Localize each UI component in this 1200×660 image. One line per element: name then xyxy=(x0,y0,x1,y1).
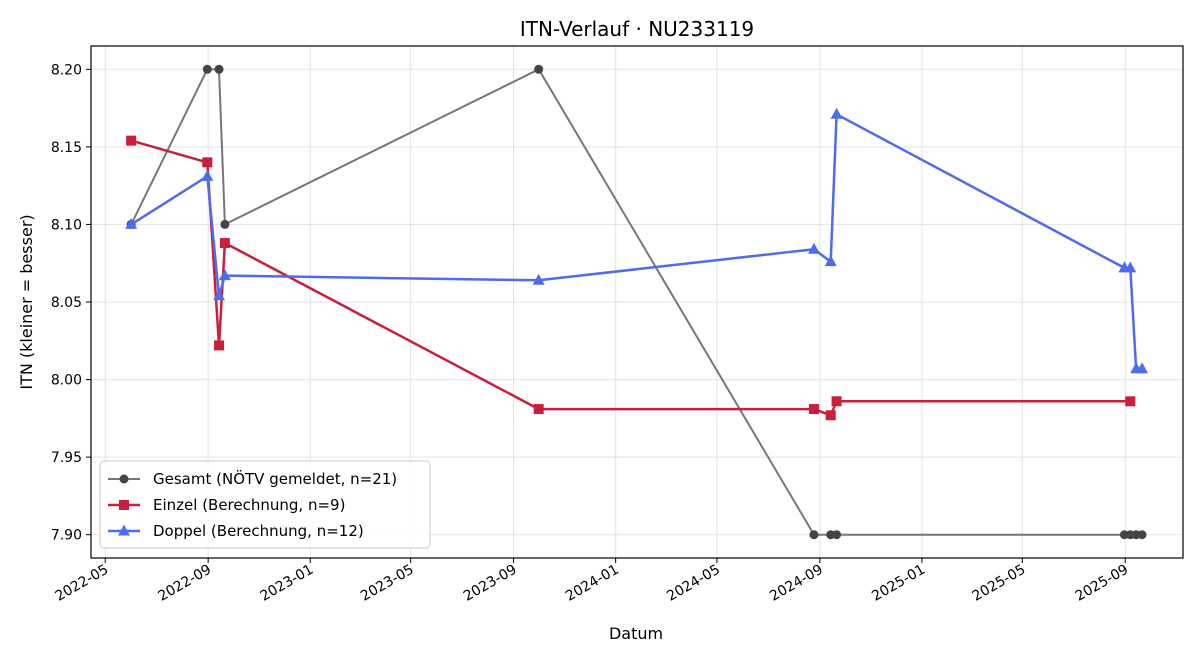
data-point-doppel xyxy=(824,255,837,267)
chart-title: ITN-Verlauf · NU233119 xyxy=(520,17,754,41)
y-tick-label: 8.15 xyxy=(51,140,82,156)
y-tick-label: 8.05 xyxy=(51,295,82,311)
y-tick-label: 8.20 xyxy=(51,62,82,78)
data-point-einzel xyxy=(533,404,544,415)
data-point-doppel xyxy=(1124,261,1137,273)
data-point-doppel xyxy=(830,107,843,119)
data-point-einzel xyxy=(1125,396,1136,407)
x-tick-label: 2022-09 xyxy=(155,562,214,605)
x-tick-label: 2023-05 xyxy=(358,562,417,605)
y-axis-title: ITN (kleiner = besser) xyxy=(17,214,36,389)
series-line-einzel xyxy=(130,139,1131,417)
data-point-gesamt xyxy=(214,64,224,74)
x-tick-label: 2025-01 xyxy=(869,562,928,605)
data-point-einzel xyxy=(126,135,137,146)
x-axis: 2022-05 2022-09 2023-01 2023-05 2023-09 2024-… xyxy=(53,558,1132,605)
data-point-doppel xyxy=(213,289,226,301)
data-point-gesamt xyxy=(1137,530,1147,540)
legend-marker xyxy=(118,524,130,536)
data-point-einzel xyxy=(831,396,842,407)
y-tick-label: 7.95 xyxy=(51,450,82,466)
data-point-gesamt xyxy=(832,530,842,540)
legend-item-einzel: Einzel (Berechnung, n=9) xyxy=(108,496,345,514)
series-layer xyxy=(125,64,1148,540)
data-point-einzel xyxy=(214,340,225,351)
series-line-doppel xyxy=(130,113,1142,370)
legend-label: Einzel (Berechnung, n=9) xyxy=(153,496,345,514)
data-point-einzel xyxy=(202,157,213,168)
data-point-gesamt xyxy=(809,530,819,540)
data-point-doppel xyxy=(1135,362,1148,374)
series-einzel xyxy=(126,135,1136,421)
x-tick-label: 2023-09 xyxy=(461,562,520,605)
series-doppel xyxy=(125,107,1148,374)
legend-label: Gesamt (NÖTV gemeldet, n=21) xyxy=(153,469,397,488)
data-point-doppel xyxy=(807,242,820,254)
legend-box xyxy=(99,460,431,549)
legend-item-doppel: Doppel (Berechnung, n=12) xyxy=(108,522,364,540)
y-tick-label: 8.00 xyxy=(51,373,82,389)
x-axis-title: Datum xyxy=(609,624,663,643)
legend-marker xyxy=(119,500,129,510)
x-tick-label: 2025-09 xyxy=(1073,562,1132,605)
data-point-gesamt xyxy=(202,64,212,74)
x-tick-label: 2024-09 xyxy=(767,562,826,605)
x-tick-label: 2022-05 xyxy=(53,562,112,605)
y-tick-label: 8.10 xyxy=(51,217,82,233)
data-point-doppel xyxy=(201,169,214,181)
data-point-doppel xyxy=(218,269,231,281)
legend-marker xyxy=(119,474,129,484)
data-point-einzel xyxy=(825,410,836,421)
x-tick-label: 2023-01 xyxy=(258,562,317,605)
y-tick-label: 7.90 xyxy=(51,528,82,544)
legend: Gesamt (NÖTV gemeldet, n=21) Einzel (Bere… xyxy=(99,460,431,549)
x-tick-label: 2025-05 xyxy=(970,562,1029,605)
series-gesamt xyxy=(126,64,1147,540)
x-tick-label: 2024-05 xyxy=(664,562,723,605)
legend-item-gesamt: Gesamt (NÖTV gemeldet, n=21) xyxy=(108,469,397,488)
legend-label: Doppel (Berechnung, n=12) xyxy=(153,522,364,540)
data-point-doppel xyxy=(532,273,545,285)
y-axis: 7.90 7.95 8.00 8.05 8.10 8.15 8.20 xyxy=(51,62,91,544)
x-tick-label: 2024-01 xyxy=(563,562,622,605)
data-point-einzel xyxy=(219,238,230,249)
data-point-gesamt xyxy=(534,64,544,74)
data-point-gesamt xyxy=(220,219,230,229)
data-point-doppel xyxy=(125,217,138,229)
data-point-einzel xyxy=(808,404,819,415)
